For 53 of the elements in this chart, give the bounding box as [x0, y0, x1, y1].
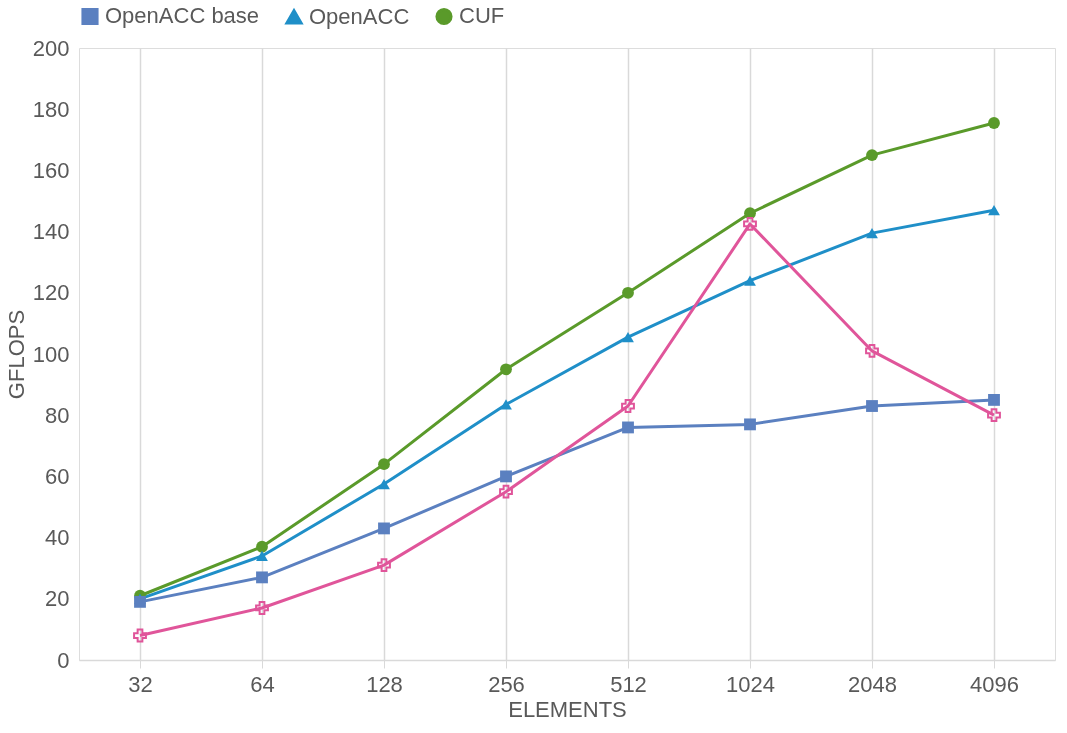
- point: [744, 275, 756, 286]
- y-tick-label: 40: [45, 525, 70, 551]
- point: [988, 205, 1000, 216]
- point: [622, 286, 634, 299]
- x-tick-label: 32: [128, 671, 153, 697]
- point: [866, 228, 878, 239]
- point: [988, 393, 1000, 406]
- x-tick-label: 128: [366, 671, 403, 697]
- y-tick-label: 200: [32, 35, 70, 61]
- point: [256, 571, 268, 584]
- point: [134, 595, 146, 608]
- point: [866, 149, 878, 161]
- y-tick-label: 20: [45, 586, 70, 612]
- y-tick-label: 180: [32, 96, 70, 122]
- legend-label: OpenACC base: [105, 3, 260, 29]
- x-tick-label: 256: [488, 671, 525, 697]
- point: [255, 601, 269, 615]
- y-tick-label: 120: [32, 280, 70, 306]
- point: [621, 399, 635, 413]
- y-axis-title: GFLOPS: [3, 309, 29, 400]
- y-tick-label: 100: [32, 341, 70, 367]
- x-tick-label: 2048: [848, 671, 897, 697]
- point: [743, 217, 757, 231]
- point: [256, 550, 268, 562]
- point: [499, 484, 513, 499]
- y-tick-label: 0: [57, 647, 70, 673]
- point: [865, 344, 879, 358]
- point: [622, 332, 634, 343]
- x-tick-label: 512: [610, 671, 647, 697]
- y-tick-label: 60: [45, 463, 70, 489]
- y-tick-label: 140: [32, 219, 70, 245]
- point: [744, 418, 756, 431]
- point: [500, 363, 512, 376]
- point: [622, 421, 634, 434]
- point: [256, 540, 268, 553]
- x-axis-title: ELEMENTS: [508, 696, 627, 722]
- y-tick-label: 80: [45, 402, 70, 428]
- y-tick-label: 160: [32, 157, 70, 183]
- legend-label: CUF: [459, 3, 505, 29]
- point: [500, 399, 512, 410]
- legend-label: OpenACC: [309, 3, 410, 29]
- x-tick-label: 1024: [726, 671, 775, 697]
- x-tick-label: 4096: [970, 671, 1019, 697]
- point: [133, 628, 147, 643]
- point: [377, 558, 391, 573]
- point: [988, 117, 1000, 129]
- point: [378, 458, 390, 471]
- x-tick-label: 64: [250, 671, 275, 697]
- point: [500, 470, 512, 483]
- point: [378, 478, 390, 490]
- point: [866, 400, 878, 412]
- point: [987, 408, 1001, 423]
- point: [378, 522, 390, 535]
